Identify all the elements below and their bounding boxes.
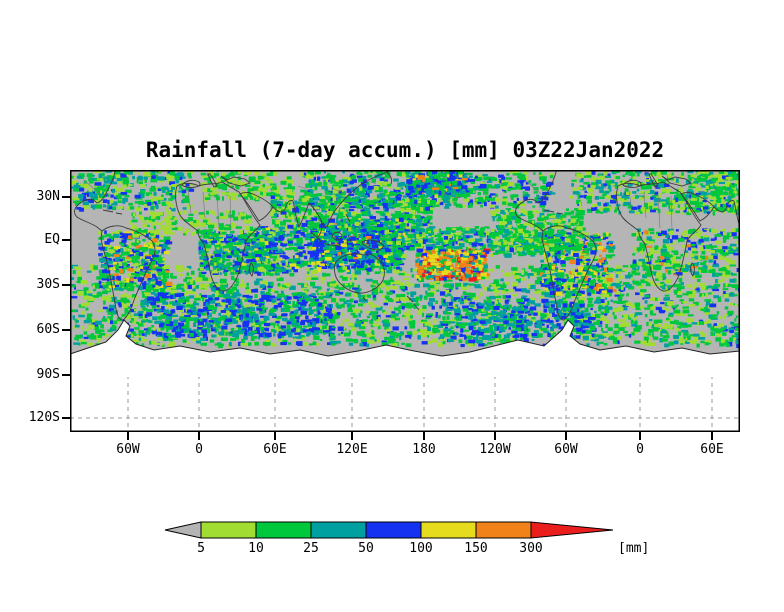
coastlines [74, 170, 420, 321]
colorbar-units-label: [mm] [618, 541, 650, 556]
colorbar-boundary-label: 25 [303, 541, 319, 556]
x-axis-label: 60E [263, 442, 287, 457]
x-axis-tick [494, 432, 496, 440]
x-axis-label: 120W [479, 442, 511, 457]
y-axis-label: 120S [28, 410, 60, 425]
colorbar-boundary-label: 150 [464, 541, 488, 556]
colorbar-boundary-label: 5 [197, 541, 205, 556]
colorbar-boundary-label: 100 [409, 541, 433, 556]
x-axis-label: 60E [700, 442, 724, 457]
chart-title: Rainfall (7-day accum.) [mm] 03Z22Jan202… [145, 138, 665, 162]
x-axis-label: 60W [554, 442, 578, 457]
colorbar-segment [420, 521, 477, 539]
x-axis-tick [639, 432, 641, 440]
x-axis-tick [565, 432, 567, 440]
y-axis-label: 30N [36, 189, 60, 204]
x-axis-label: 180 [412, 442, 436, 457]
colorbar-below-min-arrow [164, 521, 202, 539]
colorbar-boundary-label: 50 [358, 541, 374, 556]
x-axis-tick [198, 432, 200, 440]
x-axis-label: 120E [336, 442, 368, 457]
y-axis-label: EQ [44, 232, 60, 247]
colorbar-segment [310, 521, 367, 539]
colorbar-legend [164, 521, 614, 539]
colorbar-boundary-label: 300 [519, 541, 543, 556]
antarctica [70, 320, 740, 377]
y-axis-label: 60S [36, 322, 60, 337]
x-axis-tick [351, 432, 353, 440]
y-axis-label: 90S [36, 367, 60, 382]
colorbar-segment [255, 521, 312, 539]
world-rainfall-map [70, 170, 740, 432]
x-axis-label: 0 [636, 442, 644, 457]
plot-frame [70, 170, 740, 432]
rainfall-pixels [70, 170, 740, 349]
y-axis-tick [62, 417, 70, 419]
colorbar-segment [475, 521, 532, 539]
y-axis-tick [62, 329, 70, 331]
x-axis-tick [274, 432, 276, 440]
y-axis-tick [62, 239, 70, 241]
x-axis-label: 0 [195, 442, 203, 457]
colorbar-boundary-label: 10 [248, 541, 264, 556]
y-axis-tick [62, 374, 70, 376]
y-axis-tick [62, 284, 70, 286]
x-axis-tick [423, 432, 425, 440]
x-axis-tick [711, 432, 713, 440]
colorbar-segment [200, 521, 257, 539]
coastlines [515, 170, 740, 321]
x-axis-tick [127, 432, 129, 440]
colorbar-segment [365, 521, 422, 539]
y-axis-label: 30S [36, 277, 60, 292]
x-axis-label: 60W [116, 442, 140, 457]
y-axis-tick [62, 196, 70, 198]
colorbar-above-max-arrow [530, 521, 614, 539]
